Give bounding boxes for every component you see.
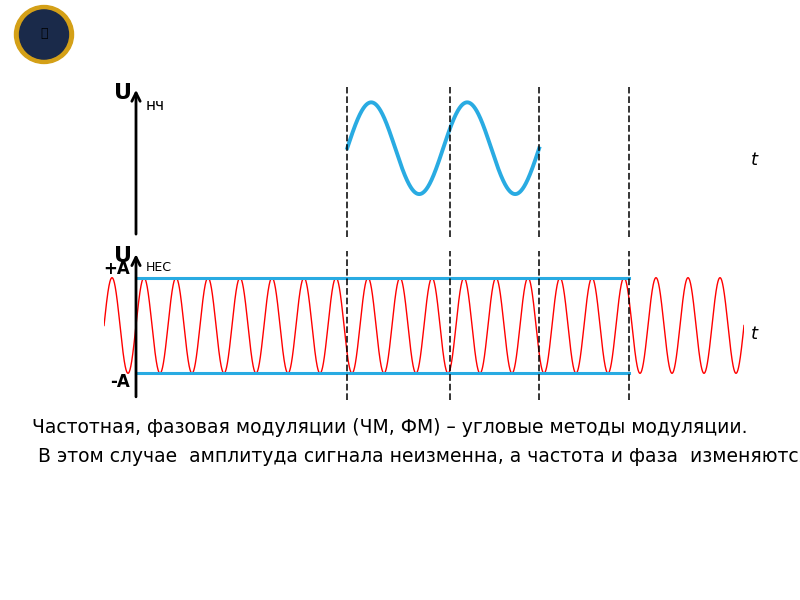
Text: U: U <box>114 246 131 266</box>
Text: U: U <box>114 83 131 103</box>
Text: 🦅: 🦅 <box>40 27 48 40</box>
Text: нч: нч <box>146 98 165 113</box>
Text: t: t <box>750 325 758 343</box>
Text: +A: +A <box>103 260 130 278</box>
Ellipse shape <box>19 10 69 59</box>
Text: Частотная, фазовая модуляции (ЧМ, ФМ) – угловые методы модуляции.
 В этом случае: Частотная, фазовая модуляции (ЧМ, ФМ) – … <box>32 418 800 466</box>
Text: УГЛОВАЯ   МОДУЛЯЦИЯ: УГЛОВАЯ МОДУЛЯЦИЯ <box>245 20 635 49</box>
Text: t: t <box>750 151 758 169</box>
Ellipse shape <box>14 5 74 64</box>
Text: НЕС: НЕС <box>146 260 171 274</box>
Text: -A: -A <box>110 373 130 391</box>
